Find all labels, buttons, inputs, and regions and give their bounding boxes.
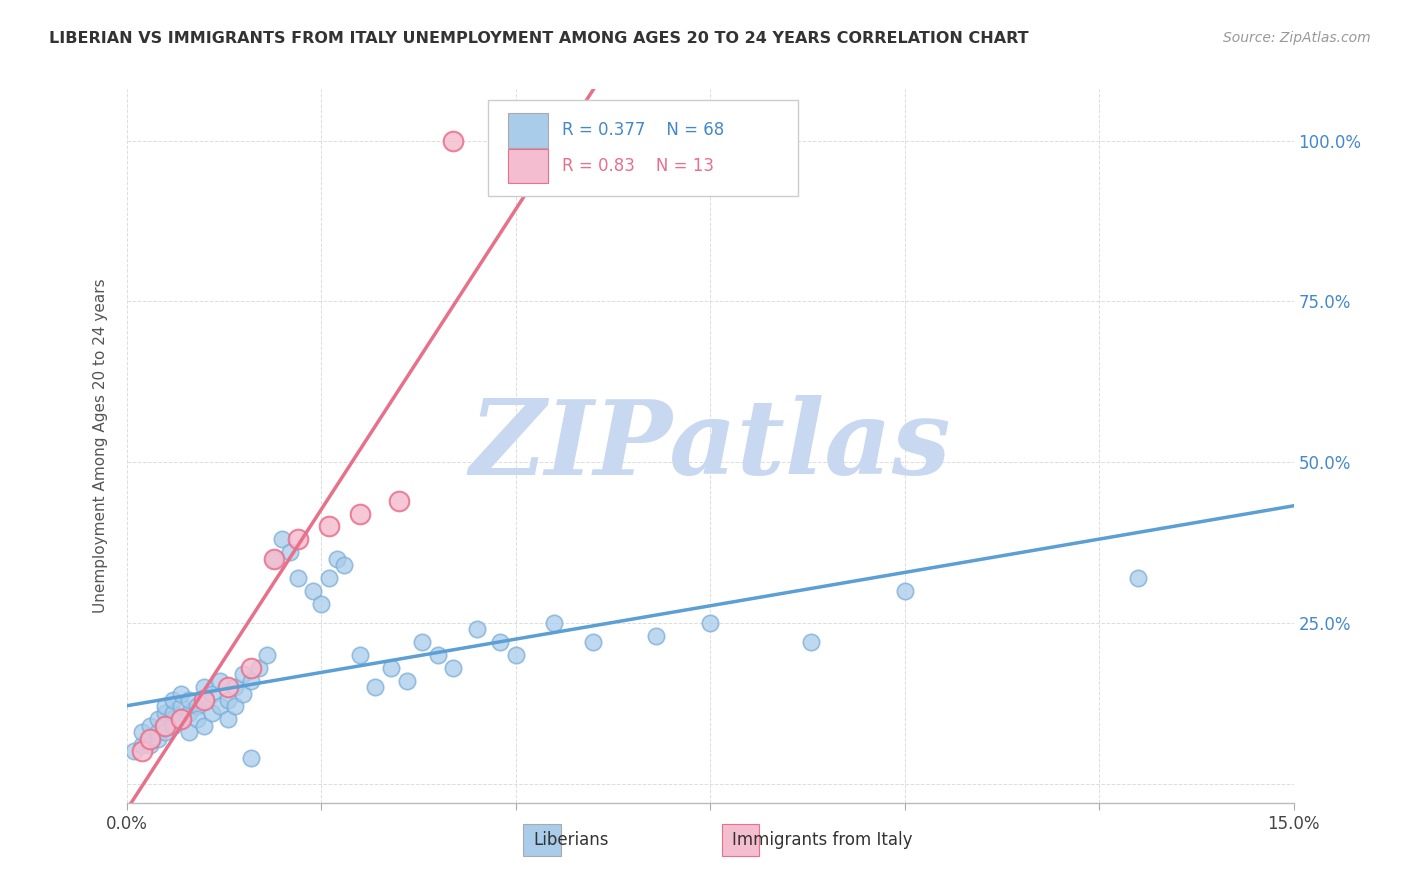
Point: [162, 706, 184, 720]
Point: [155, 725, 177, 739]
Point: [278, 545, 301, 559]
Point: [893, 583, 915, 598]
Point: [131, 725, 153, 739]
Point: [124, 744, 146, 758]
Point: [441, 134, 464, 148]
Point: [177, 706, 200, 720]
FancyBboxPatch shape: [721, 824, 759, 855]
Point: [325, 551, 347, 566]
Point: [263, 551, 285, 566]
Point: [139, 719, 162, 733]
Point: [208, 699, 231, 714]
Point: [162, 712, 184, 726]
Point: [582, 635, 605, 649]
Point: [186, 712, 208, 726]
Point: [441, 661, 464, 675]
Point: [177, 693, 200, 707]
Point: [309, 597, 332, 611]
Point: [131, 738, 153, 752]
Text: R = 0.83    N = 13: R = 0.83 N = 13: [562, 157, 714, 175]
Text: LIBERIAN VS IMMIGRANTS FROM ITALY UNEMPLOYMENT AMONG AGES 20 TO 24 YEARS CORRELA: LIBERIAN VS IMMIGRANTS FROM ITALY UNEMPL…: [49, 31, 1029, 46]
Point: [224, 680, 246, 694]
Point: [388, 493, 411, 508]
Point: [489, 635, 512, 649]
Point: [155, 706, 177, 720]
Point: [247, 661, 270, 675]
Point: [505, 648, 527, 662]
Point: [302, 583, 325, 598]
Point: [380, 661, 402, 675]
Point: [193, 693, 215, 707]
Y-axis label: Unemployment Among Ages 20 to 24 years: Unemployment Among Ages 20 to 24 years: [93, 278, 108, 614]
Point: [131, 744, 153, 758]
Point: [287, 571, 309, 585]
Point: [232, 686, 254, 700]
Point: [543, 615, 565, 630]
Point: [170, 712, 193, 726]
Point: [170, 686, 193, 700]
Point: [426, 648, 449, 662]
Point: [318, 519, 340, 533]
Point: [155, 699, 177, 714]
Point: [333, 558, 356, 572]
Point: [349, 648, 371, 662]
Point: [240, 673, 263, 688]
Point: [349, 507, 371, 521]
Point: [263, 551, 285, 566]
Point: [411, 635, 433, 649]
Point: [318, 571, 340, 585]
Text: R = 0.377    N = 68: R = 0.377 N = 68: [562, 121, 724, 139]
Point: [364, 680, 387, 694]
Point: [201, 706, 224, 720]
Point: [644, 629, 666, 643]
Point: [162, 719, 184, 733]
Text: Immigrants from Italy: Immigrants from Italy: [733, 831, 912, 849]
Point: [287, 533, 309, 547]
Point: [699, 615, 721, 630]
Point: [146, 731, 169, 746]
Point: [465, 622, 488, 636]
Point: [232, 667, 254, 681]
Point: [240, 661, 263, 675]
Point: [170, 712, 193, 726]
Point: [193, 693, 215, 707]
Point: [1126, 571, 1149, 585]
Point: [193, 719, 215, 733]
Point: [146, 725, 169, 739]
Point: [395, 673, 418, 688]
Point: [240, 751, 263, 765]
Point: [256, 648, 278, 662]
Point: [193, 680, 215, 694]
Point: [217, 693, 239, 707]
Point: [162, 693, 184, 707]
Point: [139, 731, 162, 746]
FancyBboxPatch shape: [488, 100, 797, 196]
Text: ZIPatlas: ZIPatlas: [470, 395, 950, 497]
Point: [146, 712, 169, 726]
FancyBboxPatch shape: [523, 824, 561, 855]
FancyBboxPatch shape: [508, 149, 548, 184]
FancyBboxPatch shape: [508, 113, 548, 148]
Point: [800, 635, 823, 649]
Text: Liberians: Liberians: [534, 831, 609, 849]
Point: [170, 699, 193, 714]
Point: [155, 719, 177, 733]
Point: [217, 712, 239, 726]
Point: [155, 719, 177, 733]
Point: [208, 673, 231, 688]
Point: [217, 680, 239, 694]
Point: [186, 699, 208, 714]
Point: [201, 686, 224, 700]
Point: [139, 738, 162, 752]
Point: [271, 533, 294, 547]
Point: [177, 725, 200, 739]
Point: [224, 699, 246, 714]
Point: [139, 731, 162, 746]
Text: Source: ZipAtlas.com: Source: ZipAtlas.com: [1223, 31, 1371, 45]
